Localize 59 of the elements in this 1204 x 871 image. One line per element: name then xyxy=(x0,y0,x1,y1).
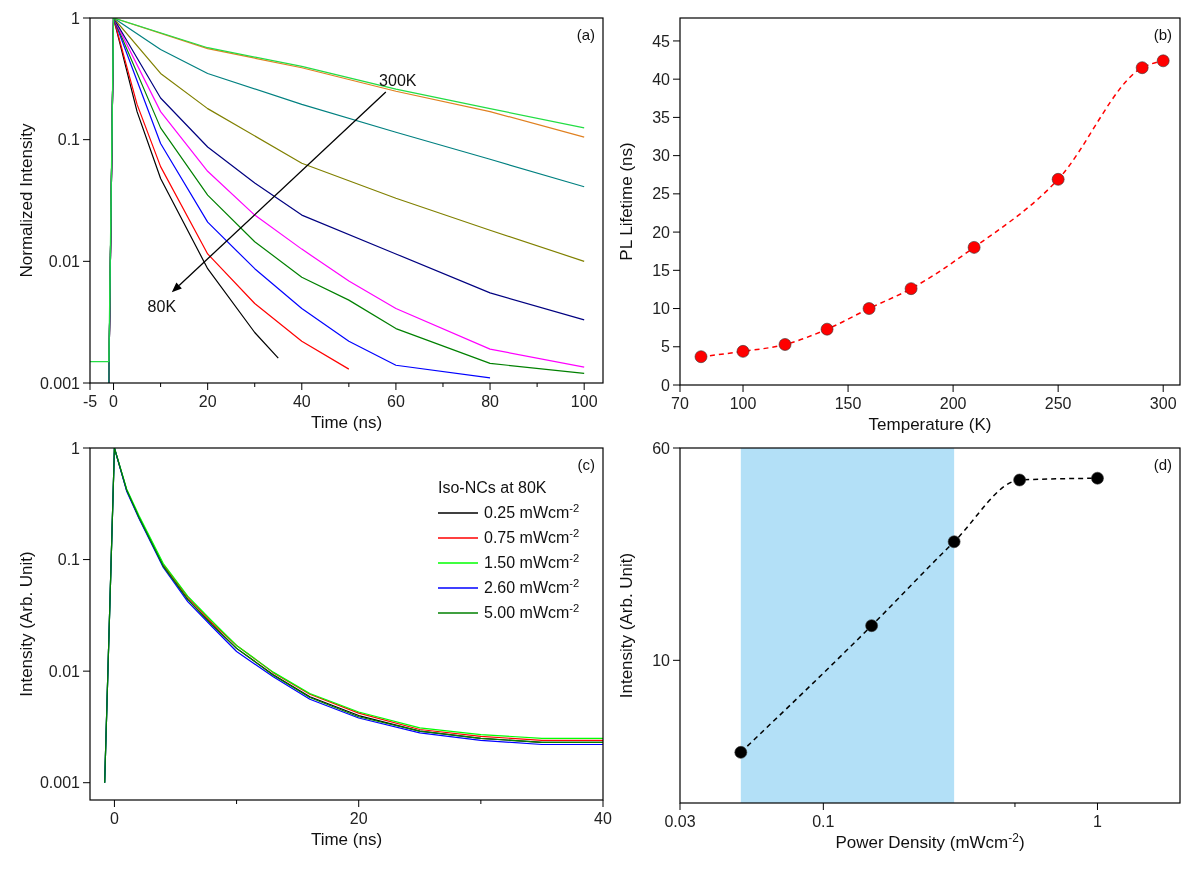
y-tick-label: 20 xyxy=(652,223,671,241)
x-tick-label: 200 xyxy=(939,395,967,412)
x-tick-label: 1 xyxy=(1093,813,1103,830)
legend-label: 2.60 mWcm$^{-2}$ xyxy=(484,577,580,596)
x-tick-label: 0.03 xyxy=(664,813,696,830)
y-tick-label: 30 xyxy=(652,147,671,165)
x-tick-label: -5 xyxy=(82,393,98,410)
x-tick-label: 70 xyxy=(671,395,689,412)
x-tick-label: 20 xyxy=(198,393,217,410)
y-tick-label: 0.01 xyxy=(48,252,81,270)
x-tick-label: 250 xyxy=(1044,395,1072,412)
x-tick-label: 40 xyxy=(594,810,612,827)
x-tick-label: 100 xyxy=(570,393,598,410)
x-tick-label: 0 xyxy=(109,810,119,827)
legend-label: 0.75 mWcm$^{-2}$ xyxy=(484,527,580,546)
x-axis-title: Time (ns) xyxy=(310,413,383,432)
x-tick-label: 20 xyxy=(349,810,368,827)
y-axis-title: Intensity (Arb. Unit) xyxy=(617,552,636,699)
x-axis-title: Temperature (K) xyxy=(868,415,992,434)
y-tick-label: 0.1 xyxy=(57,551,81,569)
y-tick-label: 45 xyxy=(652,32,671,50)
x-tick-label: 60 xyxy=(387,393,405,410)
x-tick-label: 80 xyxy=(481,393,500,410)
annotation: (a) xyxy=(576,26,595,43)
annotation: 300K xyxy=(379,71,417,89)
y-tick-label: 0 xyxy=(661,376,671,394)
y-tick-label: 0.01 xyxy=(48,662,81,680)
annotation: (b) xyxy=(1153,26,1172,43)
y-tick-label: 0.1 xyxy=(57,131,81,149)
y-tick-label: 40 xyxy=(652,70,671,88)
legend-label: 0.25 mWcm$^{-2}$ xyxy=(484,502,580,521)
y-tick-label: 1 xyxy=(71,439,81,457)
x-tick-label: 150 xyxy=(834,395,862,412)
y-axis-title: Intensity (Arb. Unit) xyxy=(17,551,36,697)
y-tick-label: 1 xyxy=(71,9,81,27)
y-tick-label: 0.001 xyxy=(39,374,81,392)
y-tick-label: 10 xyxy=(652,300,671,318)
y-tick-label: 25 xyxy=(652,185,671,203)
x-tick-label: 40 xyxy=(292,393,311,410)
y-tick-label: 15 xyxy=(652,261,671,279)
x-tick-label: 300 xyxy=(1149,395,1177,412)
y-tick-label: 35 xyxy=(652,109,671,126)
x-tick-label: 100 xyxy=(729,395,757,412)
annotation: (d) xyxy=(1153,456,1172,473)
annotation: 80K xyxy=(147,297,177,315)
y-tick-label: 60 xyxy=(652,439,671,457)
y-axis-title: PL Lifetime (ns) xyxy=(617,142,636,261)
y-tick-label: 0.001 xyxy=(39,774,81,792)
x-tick-label: 0 xyxy=(109,393,119,410)
y-tick-label: 10 xyxy=(652,651,671,669)
legend-label: 1.50 mWcm$^{-2}$ xyxy=(484,552,580,571)
x-tick-label: 0.1 xyxy=(812,813,835,830)
x-axis-title: Power Density (mWcm$^{-2}$) xyxy=(835,831,1025,852)
y-axis-title: Normalized Intensity xyxy=(17,123,36,278)
y-tick-label: 5 xyxy=(661,338,671,356)
legend-title: Iso-NCs at 80K xyxy=(438,479,547,496)
annotation: (c) xyxy=(577,456,595,473)
x-axis-title: Time (ns) xyxy=(310,830,383,849)
legend-label: 5.00 mWcm$^{-2}$ xyxy=(484,602,580,621)
